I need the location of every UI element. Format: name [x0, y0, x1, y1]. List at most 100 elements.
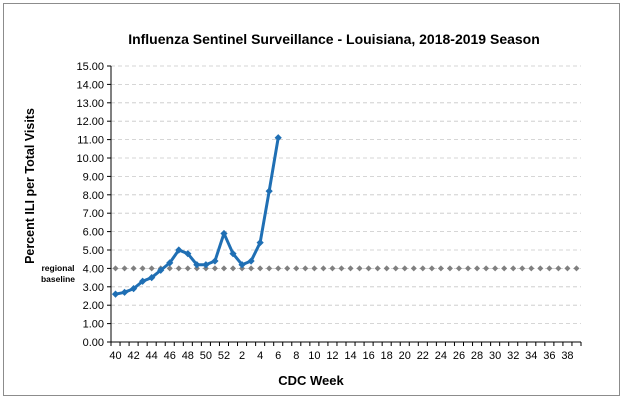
- x-tick-label: 42: [127, 350, 139, 362]
- x-tick-label: 16: [362, 350, 374, 362]
- baseline-point: [230, 265, 237, 272]
- baseline-point: [465, 265, 472, 272]
- baseline-point: [166, 265, 173, 272]
- data-point: [175, 246, 183, 254]
- data-point: [202, 261, 210, 269]
- x-ticks: 40 42 44 46 48 50 52 2 4 6 8 10 12 14 16 18 20 22 24 26 28 30…: [109, 342, 582, 362]
- x-tick-label: 8: [293, 350, 299, 362]
- x-tick-label: 22: [417, 350, 429, 362]
- baseline-point: [555, 265, 562, 272]
- y-tick-label: 3.00: [83, 282, 104, 294]
- data-point: [265, 187, 273, 195]
- data-point: [129, 285, 138, 293]
- baseline-point: [139, 265, 146, 272]
- baseline-point: [374, 265, 381, 272]
- data-point: [238, 261, 246, 269]
- chart-title: Influenza Sentinel Surveillance - Louisi…: [128, 31, 540, 47]
- data-point: [256, 239, 264, 247]
- y-axis-label: Percent ILI per Total Visits: [23, 108, 37, 264]
- baseline-point: [419, 265, 426, 272]
- x-axis-label: CDC Week: [278, 373, 344, 388]
- x-tick-label: 26: [453, 350, 465, 362]
- baseline-point: [175, 265, 182, 272]
- baseline-point: [202, 265, 209, 272]
- x-tick-label: 4: [257, 350, 263, 362]
- x-tick-label: 48: [182, 350, 194, 362]
- data-point: [274, 134, 282, 142]
- baseline-point: [302, 265, 309, 272]
- x-tick-label: 6: [275, 350, 281, 362]
- baseline-point: [311, 265, 318, 272]
- y-tick-label: 12.00: [76, 116, 104, 128]
- baseline-label-line2: baseline: [41, 274, 75, 284]
- data-point: [211, 257, 219, 265]
- baseline-point: [455, 265, 462, 272]
- baseline-point: [329, 265, 336, 272]
- baseline-point: [284, 265, 291, 272]
- baseline-point: [519, 265, 526, 272]
- y-tick-label: 8.00: [83, 190, 104, 202]
- x-tick-label: 40: [109, 350, 121, 362]
- baseline-point: [121, 265, 128, 272]
- y-tick-label: 4.00: [83, 263, 104, 275]
- baseline-point: [266, 265, 273, 272]
- baseline-point: [148, 265, 155, 272]
- x-tick-label: 14: [344, 350, 356, 362]
- baseline-point: [564, 265, 571, 272]
- data-point: [148, 274, 156, 282]
- baseline-point: [537, 265, 544, 272]
- baseline-point: [356, 265, 363, 272]
- baseline-point: [410, 265, 417, 272]
- x-tick-label: 20: [399, 350, 411, 362]
- chart-frame: [3, 3, 620, 396]
- axes: [110, 66, 581, 343]
- y-tick-label: 0.00: [83, 337, 104, 349]
- x-tick-label: 18: [381, 350, 393, 362]
- baseline-point: [211, 265, 218, 272]
- data-point: [111, 290, 120, 298]
- data-point: [193, 261, 201, 269]
- baseline-point: [501, 265, 508, 272]
- x-tick-label: 24: [435, 350, 447, 362]
- data-point: [184, 250, 192, 258]
- data-point: [139, 277, 147, 285]
- baseline-point: [428, 265, 435, 272]
- y-ticks: 0.00 1.00 2.00 3.00 4.00 5.00 6.00 7.00 8.00 9.00…: [76, 61, 111, 349]
- x-tick-label: 28: [471, 350, 483, 362]
- y-tick-label: 6.00: [83, 227, 104, 239]
- baseline-point: [546, 265, 553, 272]
- baseline-point: [474, 265, 481, 272]
- baseline-point: [184, 265, 191, 272]
- x-tick-label: 38: [561, 350, 573, 362]
- baseline-point: [510, 265, 517, 272]
- y-tick-label: 15.00: [76, 61, 104, 73]
- data-point: [220, 229, 228, 238]
- baseline-point: [492, 265, 499, 272]
- x-tick-label: 34: [525, 350, 537, 362]
- x-tick-label: 12: [326, 350, 338, 362]
- baseline-point: [528, 265, 535, 272]
- y-tick-label: 9.00: [83, 171, 104, 183]
- ili-series: [111, 134, 282, 298]
- baseline-point: [257, 265, 264, 272]
- baseline-point: [112, 265, 119, 272]
- y-tick-label: 1.00: [83, 319, 104, 331]
- baseline-point: [347, 265, 354, 272]
- y-tick-label: 14.00: [76, 79, 104, 91]
- y-tick-label: 10.00: [76, 153, 104, 165]
- data-point: [166, 259, 174, 267]
- y-tick-label: 7.00: [83, 208, 104, 220]
- baseline-point: [130, 265, 137, 272]
- baseline-point: [365, 265, 372, 272]
- baseline-point: [338, 265, 345, 272]
- baseline-point: [483, 265, 490, 272]
- x-tick-label: 2: [239, 350, 245, 362]
- x-tick-label: 36: [543, 350, 555, 362]
- x-tick-label: 10: [308, 350, 320, 362]
- baseline-point: [275, 265, 282, 272]
- baseline-point: [320, 265, 327, 272]
- baseline-point: [293, 265, 300, 272]
- baseline-series: [112, 265, 580, 272]
- gridlines: [111, 65, 581, 325]
- x-tick-label: 30: [489, 350, 501, 362]
